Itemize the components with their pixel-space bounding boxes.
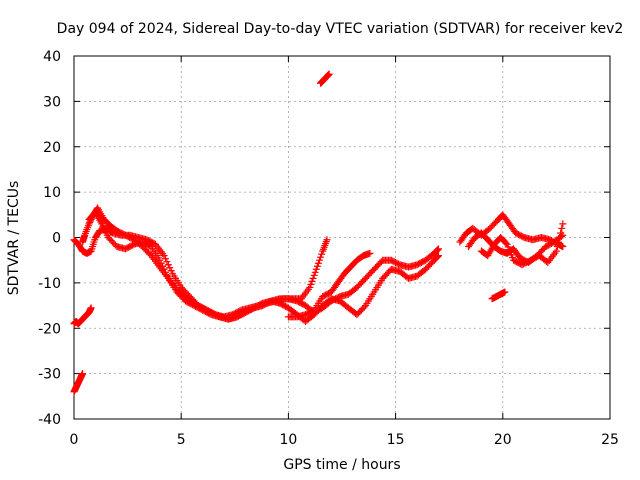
data-point (501, 288, 509, 296)
data-point (555, 238, 563, 246)
y-tick-labels: -40 -30 -20 -10 0 10 20 30 40 (38, 49, 61, 428)
x-tick-label: 0 (70, 432, 79, 448)
data-point (313, 262, 321, 270)
data-point (87, 304, 95, 312)
data-point (434, 252, 442, 260)
data-point (163, 258, 171, 266)
data-point (167, 267, 175, 275)
x-tick-label: 5 (177, 432, 186, 448)
data-point (323, 236, 331, 244)
x-tick-label: 25 (601, 432, 619, 448)
data-point (161, 255, 169, 263)
x-tick-label: 10 (279, 432, 297, 448)
data-point (325, 70, 333, 78)
data-point (308, 277, 316, 285)
y-tick-label: -10 (38, 276, 61, 292)
series-track-j (477, 220, 567, 269)
data-point (159, 262, 167, 270)
data-point (434, 246, 442, 254)
data-point (311, 268, 319, 276)
y-axis-title: SDTVAR / TECUs (6, 181, 22, 296)
data-point (553, 243, 561, 251)
data-points (70, 70, 567, 396)
data-point (317, 253, 325, 261)
y-tick-label: -30 (38, 367, 61, 383)
data-point (312, 265, 320, 273)
data-point (306, 283, 314, 291)
x-tick-label: 20 (494, 432, 512, 448)
data-point (160, 265, 168, 273)
series-track-f (70, 370, 87, 396)
series-track-c (85, 209, 442, 325)
chart-title: Day 094 of 2024, Sidereal Day-to-day VTE… (57, 21, 624, 37)
data-point (552, 247, 560, 255)
series-track-h (456, 211, 567, 251)
x-axis-title: GPS time / hours (283, 457, 400, 473)
data-point (79, 370, 87, 378)
data-point (156, 256, 164, 264)
data-point (502, 239, 510, 247)
series-track-g (317, 70, 333, 87)
data-point (318, 250, 326, 258)
series-track-d (284, 249, 374, 321)
data-point (433, 246, 441, 254)
data-point (315, 256, 323, 264)
series-track-k (488, 288, 509, 303)
data-point (166, 264, 174, 272)
data-point (366, 249, 374, 257)
x-tick-label: 15 (387, 432, 405, 448)
data-point (314, 259, 322, 267)
data-point (434, 252, 442, 260)
y-tick-label: 0 (52, 231, 61, 247)
data-point (160, 252, 168, 260)
axis-ticks (73, 55, 611, 420)
data-point (558, 224, 566, 232)
data-point (559, 220, 567, 228)
data-point (163, 271, 171, 279)
data-point (433, 253, 441, 261)
data-point (164, 261, 172, 269)
data-point (309, 274, 317, 282)
data-point (161, 268, 169, 276)
data-point (310, 271, 318, 279)
series-track-e (70, 304, 95, 328)
data-point (307, 280, 315, 288)
y-tick-label: 10 (43, 185, 61, 201)
y-tick-label: -20 (38, 321, 61, 337)
y-tick-label: 30 (43, 94, 61, 110)
data-point (434, 245, 442, 253)
y-tick-label: -40 (38, 412, 61, 428)
x-tick-labels: 0 5 10 15 20 25 (70, 432, 619, 448)
data-point (157, 259, 165, 267)
y-tick-label: 20 (43, 140, 61, 156)
data-point (557, 229, 565, 237)
y-tick-label: 40 (43, 49, 61, 65)
data-point (360, 303, 368, 311)
data-point (556, 234, 564, 241)
